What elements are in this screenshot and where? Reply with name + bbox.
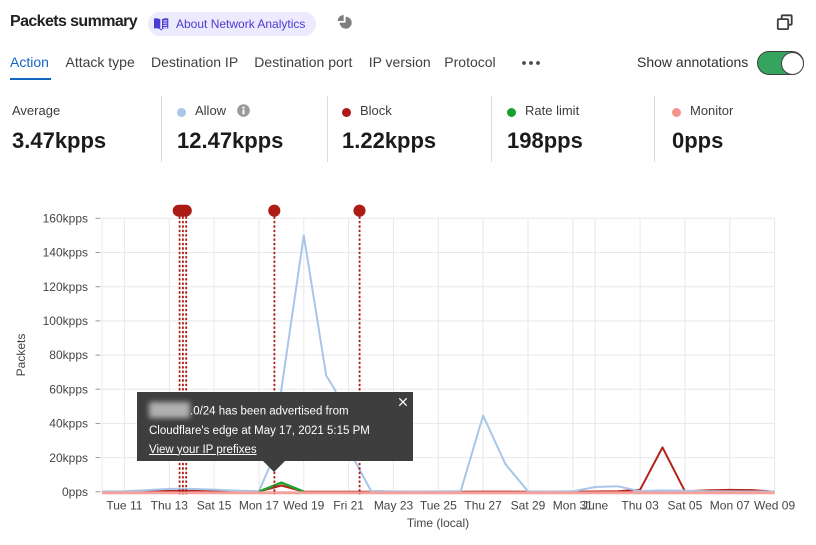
svg-text:Wed 19: Wed 19: [283, 499, 324, 513]
svg-text:120kpps: 120kpps: [43, 280, 88, 294]
svg-text:Sat 05: Sat 05: [668, 499, 703, 513]
svg-text:Thu 27: Thu 27: [464, 499, 502, 513]
svg-text:0pps: 0pps: [62, 485, 88, 499]
svg-text:Wed 09: Wed 09: [754, 499, 795, 513]
svg-text:Thu 13: Thu 13: [151, 499, 189, 513]
svg-text:100kpps: 100kpps: [43, 314, 88, 328]
svg-text:Tue 25: Tue 25: [420, 499, 457, 513]
svg-text:Mon 07: Mon 07: [710, 499, 750, 513]
svg-text:20kpps: 20kpps: [49, 451, 88, 465]
svg-text:40kpps: 40kpps: [49, 417, 88, 431]
svg-text:Mon 31: Mon 31: [553, 499, 593, 513]
svg-text:Time (local): Time (local): [407, 516, 469, 530]
svg-text:Fri 21: Fri 21: [333, 499, 364, 513]
svg-text:80kpps: 80kpps: [49, 348, 88, 362]
svg-text:Tue 11: Tue 11: [106, 499, 142, 513]
svg-text:160kpps: 160kpps: [43, 212, 88, 226]
svg-text:Thu 03: Thu 03: [621, 499, 659, 513]
svg-text:60kpps: 60kpps: [49, 382, 88, 396]
svg-text:June: June: [582, 499, 608, 513]
svg-text:Packets: Packets: [14, 334, 28, 377]
svg-text:Mon 17: Mon 17: [239, 499, 279, 513]
svg-text:Sat 29: Sat 29: [511, 499, 546, 513]
svg-text:Sat 15: Sat 15: [197, 499, 232, 513]
svg-text:May 23: May 23: [374, 499, 414, 513]
svg-text:140kpps: 140kpps: [43, 246, 88, 260]
